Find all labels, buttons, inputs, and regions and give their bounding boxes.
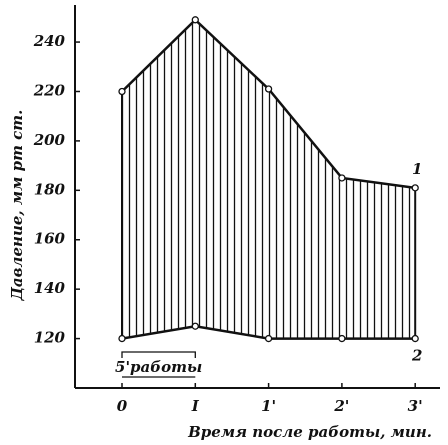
y-tick-label: 240 <box>33 32 66 50</box>
series-label: 1 <box>412 160 422 178</box>
point <box>338 334 346 343</box>
point <box>191 16 199 24</box>
point <box>118 87 126 96</box>
bracket <box>121 351 196 358</box>
x-tick-label: I <box>191 397 200 415</box>
y-tick-label: 160 <box>34 230 66 248</box>
point <box>264 334 273 343</box>
point <box>118 334 126 343</box>
y-axis-label: Давление, мм рт ст. <box>8 110 26 302</box>
series-label: 2 <box>411 347 422 365</box>
point <box>411 184 419 192</box>
y-tick-label: 140 <box>34 279 66 297</box>
hatch-area <box>122 19 416 339</box>
point <box>191 322 199 330</box>
x-tick-label: 1' <box>261 397 276 415</box>
x-tick-label: 3' <box>408 397 423 415</box>
y-tick-label: 220 <box>33 81 66 99</box>
point <box>264 85 273 93</box>
y-tick-label: 120 <box>34 329 66 347</box>
x-axis-label: Время после работы, мин. <box>187 423 432 441</box>
y-tick-label: 180 <box>34 180 66 198</box>
y-tick-label: 200 <box>33 131 66 149</box>
point <box>411 334 419 343</box>
x-tick-label: 2' <box>333 397 349 415</box>
point <box>338 174 346 182</box>
annotation: 5'работы <box>115 358 202 376</box>
x-tick-label: 0 <box>117 397 128 415</box>
